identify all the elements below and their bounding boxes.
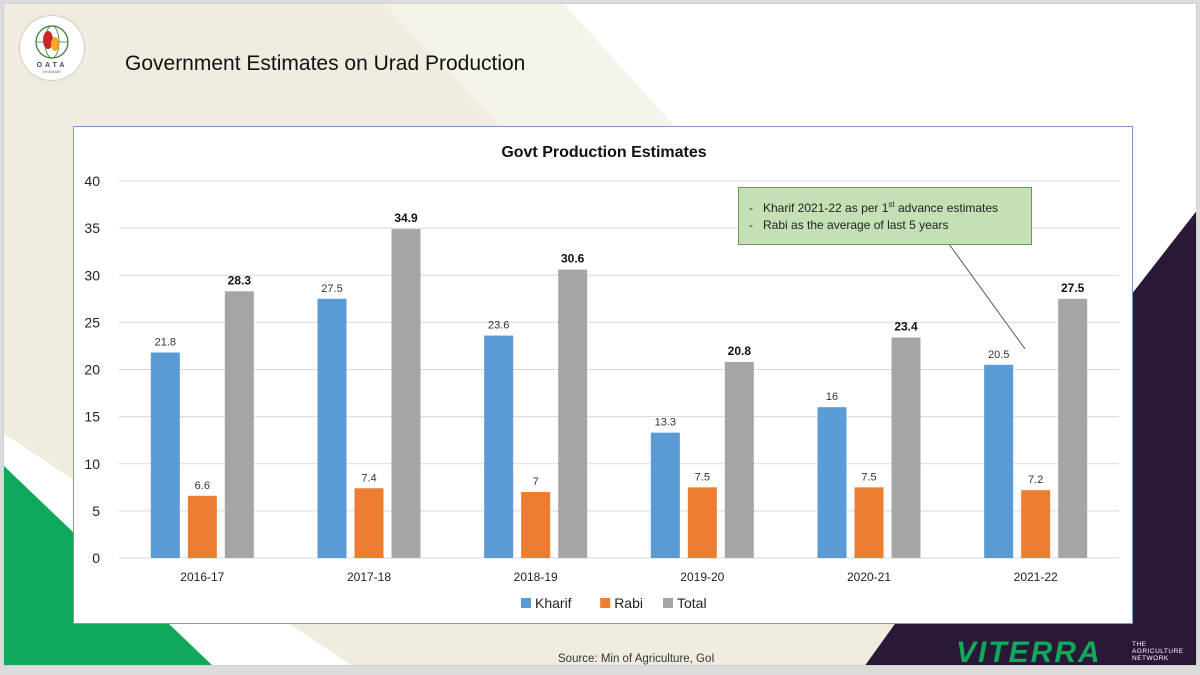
data-label-kharif: 20.5 bbox=[988, 349, 1009, 361]
gridlines bbox=[119, 180, 1119, 559]
bar-total bbox=[724, 361, 754, 558]
data-label-kharif: 13.3 bbox=[655, 417, 676, 429]
y-tick-label: 10 bbox=[84, 456, 100, 472]
data-label-total: 34.9 bbox=[394, 211, 418, 225]
annotation-line-1-text: Kharif 2021-22 as per 1 bbox=[763, 201, 889, 215]
annotation-superscript: st bbox=[888, 200, 895, 209]
data-label-kharif: 27.5 bbox=[321, 283, 342, 295]
annotation-line-1: - Kharif 2021-22 as per 1st advance esti… bbox=[749, 200, 999, 215]
y-axis-ticks: 0 5 10 15 20 25 30 35 40 bbox=[84, 173, 100, 566]
brand-tag-line-3: NETWORK bbox=[1132, 655, 1169, 662]
x-category-label: 2017-18 bbox=[347, 570, 391, 584]
data-label-rabi: 7.5 bbox=[861, 471, 876, 483]
bar-rabi bbox=[521, 492, 551, 558]
data-label-rabi: 7.2 bbox=[1028, 474, 1043, 486]
bar-kharif bbox=[984, 364, 1014, 558]
slide-title: Government Estimates on Urad Production bbox=[125, 52, 526, 75]
data-label-kharif: 16 bbox=[826, 391, 838, 403]
logo-subtext: MYANMAR bbox=[43, 70, 61, 74]
oata-logo: OATA MYANMAR bbox=[20, 16, 84, 80]
legend-swatch-rabi bbox=[600, 598, 611, 608]
data-labels: 21.8 6.6 28.3 27.5 7.4 34.9 23.6 7 30.6 13.3 7.5 20… bbox=[155, 211, 1085, 492]
annotation-line-1-suffix: advance estimates bbox=[894, 201, 999, 215]
y-tick-label: 30 bbox=[84, 267, 100, 283]
bars bbox=[150, 229, 1088, 558]
y-tick-label: 25 bbox=[84, 314, 100, 330]
x-category-label: 2021-22 bbox=[1014, 570, 1058, 584]
bar-total bbox=[391, 229, 421, 558]
brand-tag-line-2: AGRICULTURE bbox=[1132, 648, 1184, 655]
data-label-rabi: 6.6 bbox=[195, 480, 210, 492]
chart-title: Govt Production Estimates bbox=[501, 144, 706, 161]
data-label-total: 28.3 bbox=[228, 273, 252, 287]
brand-tag-line-1: THE bbox=[1132, 641, 1147, 648]
y-tick-label: 5 bbox=[92, 503, 100, 519]
data-label-total: 23.4 bbox=[894, 319, 918, 333]
legend: Kharif Rabi Total bbox=[521, 595, 707, 611]
y-tick-label: 20 bbox=[84, 362, 100, 378]
x-axis-labels: 2016-17 2017-18 2018-19 2019-20 2020-21 2021-… bbox=[180, 570, 1058, 584]
logo-text: OATA bbox=[36, 62, 68, 69]
bar-kharif bbox=[150, 352, 180, 558]
bar-kharif bbox=[317, 298, 347, 558]
legend-swatch-kharif bbox=[521, 598, 531, 608]
legend-label-total: Total bbox=[677, 595, 707, 611]
data-label-kharif: 21.8 bbox=[155, 337, 176, 349]
x-category-label: 2020-21 bbox=[847, 570, 891, 584]
data-label-total: 27.5 bbox=[1061, 281, 1085, 295]
data-label-rabi: 7.5 bbox=[695, 471, 710, 483]
bar-total bbox=[224, 291, 254, 558]
bar-rabi bbox=[354, 488, 384, 558]
bar-rabi bbox=[187, 495, 217, 558]
annotation-line-2-text: Rabi as the average of last 5 years bbox=[763, 218, 949, 232]
bar-rabi bbox=[1021, 490, 1051, 558]
legend-label-kharif: Kharif bbox=[535, 595, 572, 611]
bar-total bbox=[558, 269, 588, 558]
y-tick-label: 40 bbox=[84, 173, 100, 189]
y-tick-label: 35 bbox=[84, 220, 100, 236]
annotation-pointer bbox=[948, 243, 1026, 350]
x-category-label: 2019-20 bbox=[680, 570, 724, 584]
bar-rabi bbox=[854, 487, 884, 558]
bar-kharif bbox=[650, 432, 680, 558]
bar-total bbox=[1058, 298, 1088, 558]
annotation-box: - Kharif 2021-22 as per 1st advance esti… bbox=[738, 187, 1032, 245]
data-label-total: 30.6 bbox=[561, 252, 585, 266]
bar-kharif bbox=[484, 335, 514, 558]
annotation-line-2: - Rabi as the average of last 5 years bbox=[749, 218, 949, 232]
brand-tagline: THE AGRICULTURE NETWORK bbox=[1132, 641, 1184, 662]
globe-icon bbox=[35, 25, 69, 59]
data-label-total: 20.8 bbox=[728, 344, 752, 358]
chart-container: Govt Production Estimates 0 5 10 15 20 25 30 35… bbox=[73, 126, 1133, 624]
source-note: Source: Min of Agriculture, GoI bbox=[558, 653, 715, 665]
legend-swatch-total bbox=[663, 598, 673, 608]
data-label-rabi: 7.4 bbox=[361, 472, 376, 484]
viterra-logo: VITERRA bbox=[956, 636, 1102, 666]
bar-rabi bbox=[687, 487, 717, 558]
x-category-label: 2018-19 bbox=[514, 570, 558, 584]
y-tick-label: 15 bbox=[84, 409, 100, 425]
bar-chart: Govt Production Estimates 0 5 10 15 20 25 30 35… bbox=[84, 144, 1119, 611]
data-label-kharif: 23.6 bbox=[488, 320, 509, 332]
brand-wordmark: VITERRA bbox=[956, 636, 1102, 666]
y-tick-label: 0 bbox=[92, 550, 100, 566]
bar-total bbox=[891, 337, 921, 558]
bar-kharif bbox=[817, 407, 847, 558]
x-category-label: 2016-17 bbox=[180, 570, 224, 584]
slide: OATA MYANMAR Government Estimates on Ura… bbox=[3, 3, 1197, 666]
legend-label-rabi: Rabi bbox=[614, 595, 643, 611]
data-label-rabi: 7 bbox=[533, 476, 539, 488]
